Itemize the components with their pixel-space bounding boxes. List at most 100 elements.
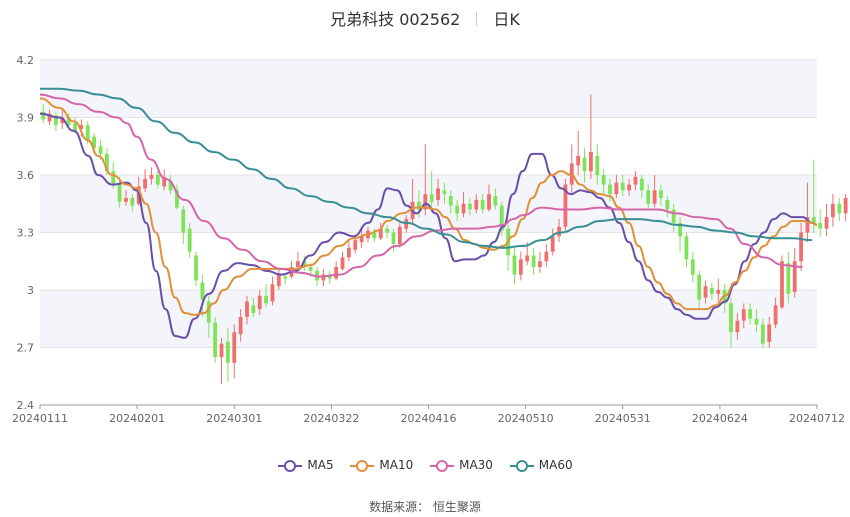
candle-body — [538, 261, 542, 267]
candle-body — [805, 217, 810, 233]
legend-label-ma5: MA5 — [307, 458, 334, 472]
candle-body — [690, 259, 695, 275]
x-tick-label: 20240201 — [109, 412, 165, 425]
candle-body — [104, 153, 109, 172]
candle-body — [175, 190, 179, 208]
candle-body — [302, 261, 307, 267]
candle-body — [251, 305, 256, 313]
y-tick-label: 3.3 — [17, 227, 35, 240]
candle-body — [824, 217, 829, 229]
period-label: 日K — [493, 10, 520, 29]
candle-body — [245, 301, 249, 317]
legend-item-ma60[interactable]: MA60 — [509, 458, 573, 473]
ma-line-ma5 — [39, 112, 818, 339]
legend-label-ma60: MA60 — [538, 458, 573, 472]
candle-body — [264, 295, 269, 304]
candle-body — [436, 188, 440, 200]
candle-body — [130, 198, 135, 206]
candle-body — [143, 178, 147, 189]
candle-body — [219, 343, 224, 358]
candle-body — [378, 228, 383, 239]
candle-body — [512, 255, 517, 275]
legend-marker-ma5 — [278, 459, 303, 472]
candle-body — [748, 309, 753, 319]
ma-line-ma30 — [39, 93, 803, 278]
candle-body — [684, 236, 689, 260]
candle-body — [652, 190, 657, 204]
candle-body — [296, 261, 300, 267]
title-separator — [476, 12, 478, 26]
candle-body — [346, 247, 351, 258]
candle-body — [646, 190, 651, 204]
candle-body — [417, 201, 421, 210]
candle-body — [735, 320, 740, 333]
candle-body — [455, 205, 460, 214]
candle-body — [703, 286, 708, 298]
candle-body — [200, 282, 205, 300]
candle-body — [238, 316, 243, 335]
legend-marker-ma30 — [430, 459, 455, 472]
candle-body — [601, 175, 606, 185]
candle-body — [729, 303, 733, 333]
candle-body — [257, 295, 262, 310]
legend-item-ma10[interactable]: MA10 — [349, 458, 413, 473]
candle-body — [620, 182, 625, 191]
candle-body — [716, 290, 721, 294]
x-tick-label: 20240712 — [789, 412, 845, 425]
candle-body — [760, 324, 765, 344]
candle-body — [461, 203, 466, 214]
candle-body — [391, 232, 396, 244]
candle-body — [448, 196, 453, 206]
candle-body — [665, 199, 670, 210]
candle-body — [98, 146, 103, 154]
candle-body — [54, 115, 58, 126]
candle-body — [525, 255, 530, 262]
candle-body — [780, 261, 784, 308]
candle-body — [334, 267, 339, 279]
candle-body — [124, 198, 128, 202]
candle-body — [843, 198, 848, 214]
y-tick-label: 2.4 — [17, 399, 35, 412]
x-tick-label: 20240531 — [595, 412, 651, 425]
candle-body — [467, 203, 472, 210]
candle-body — [767, 324, 772, 342]
candle-body — [149, 175, 154, 179]
candle-body — [92, 136, 97, 149]
legend-label-ma10: MA10 — [379, 458, 414, 472]
legend-label-ma30: MA30 — [459, 458, 493, 472]
candle-body — [79, 125, 84, 129]
legend-item-ma5[interactable]: MA5 — [277, 458, 334, 473]
candle-body — [353, 240, 358, 250]
candle-body — [480, 199, 485, 210]
legend-item-ma30[interactable]: MA30 — [429, 458, 493, 473]
candle-body — [531, 255, 536, 267]
candle-body — [340, 257, 345, 269]
ma-line-ma60 — [40, 87, 813, 249]
candle-body — [206, 301, 211, 323]
candle-body — [627, 184, 632, 191]
candle-body — [544, 251, 549, 262]
candle-body — [811, 217, 816, 223]
candle-body — [773, 305, 778, 325]
y-tick-label: 2.7 — [17, 342, 35, 355]
candle-body — [213, 322, 218, 358]
candle-body — [671, 209, 676, 223]
candle-body — [85, 125, 90, 141]
candle-body — [270, 284, 275, 302]
candle-body — [372, 232, 377, 239]
x-tick-label: 20240322 — [303, 412, 359, 425]
candle-body — [550, 236, 555, 252]
candle-body — [276, 274, 281, 287]
candle-body — [474, 199, 479, 210]
legend-marker-ma60 — [509, 459, 534, 472]
candle-body — [168, 180, 173, 191]
x-tick-label: 20240624 — [692, 412, 748, 425]
candle-body — [60, 117, 65, 124]
stock-name: 兄弟科技 002562 — [330, 10, 461, 29]
x-tick-label: 20240301 — [206, 412, 262, 425]
candle-body — [588, 152, 593, 172]
x-tick-label: 20240510 — [498, 412, 554, 425]
y-tick-label: 3.6 — [17, 169, 35, 182]
candle-body — [321, 274, 326, 281]
